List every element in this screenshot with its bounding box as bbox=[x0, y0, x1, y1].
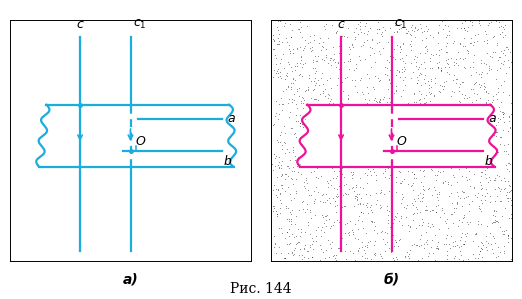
Text: $O$: $O$ bbox=[135, 135, 146, 149]
Text: $b$: $b$ bbox=[223, 154, 232, 168]
Text: $c$: $c$ bbox=[76, 18, 85, 31]
Text: $a$: $a$ bbox=[227, 112, 235, 125]
Text: $O$: $O$ bbox=[396, 135, 407, 149]
Polygon shape bbox=[300, 105, 495, 167]
Text: $a$: $a$ bbox=[488, 112, 496, 125]
Text: $b$: $b$ bbox=[484, 154, 493, 168]
Text: Рис. 144: Рис. 144 bbox=[230, 282, 292, 296]
Text: $c_1$: $c_1$ bbox=[395, 18, 408, 31]
Text: а): а) bbox=[123, 273, 138, 287]
Text: $c$: $c$ bbox=[337, 18, 346, 31]
Text: б): б) bbox=[384, 273, 399, 287]
Text: $c_1$: $c_1$ bbox=[134, 18, 147, 31]
